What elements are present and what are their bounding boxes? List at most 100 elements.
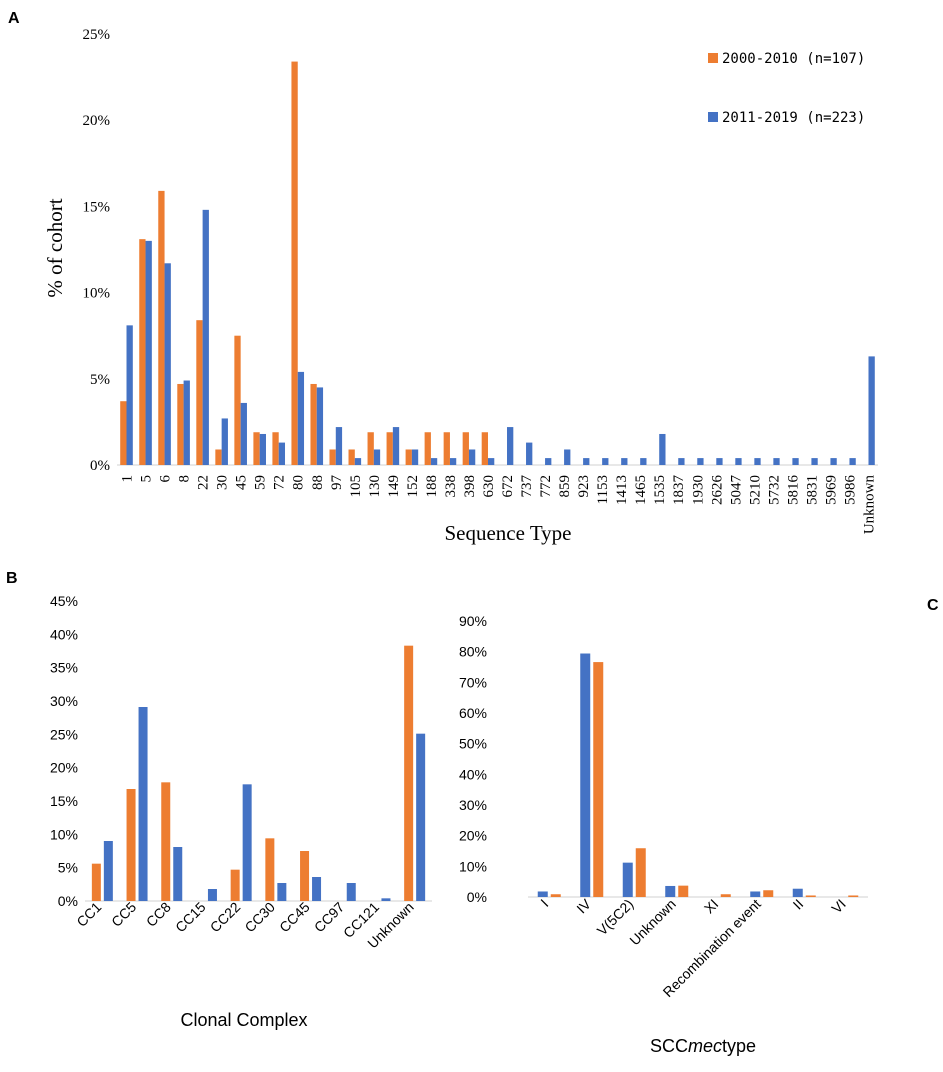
- chart-a-x-tick-1: 1: [120, 475, 136, 483]
- chart-a-y-tick-20: 20%: [83, 113, 111, 129]
- bar-b-cc22-2011-2019-n-223: [242, 784, 252, 901]
- bar-c-v-5c2-2000-2010-n-107: [635, 848, 646, 897]
- bar-b-cc1-2000-2010-n-107: [91, 863, 101, 901]
- chart-a-x-tick-1535: 1535: [652, 475, 668, 505]
- bar-a-2626-2011-2019-n-223: [716, 458, 723, 465]
- chart-b-x-axis-title: Clonal Complex: [180, 1010, 307, 1030]
- bar-a-8-2011-2019-n-223: [183, 380, 190, 465]
- chart-c-x-axis-title-prefix: SCC: [650, 1036, 688, 1056]
- bar-a-45-2000-2010-n-107: [234, 335, 241, 465]
- bar-a-105-2011-2019-n-223: [354, 458, 362, 465]
- chart-a-y-tick-15: 15%: [83, 199, 111, 215]
- chart-a-x-tick-6: 6: [158, 475, 174, 483]
- chart-c-x-axis-title-suffix: type: [722, 1036, 756, 1056]
- panel-label-a: A: [8, 10, 20, 27]
- chart-a-x-tick-97: 97: [329, 475, 345, 491]
- bar-a-5969-2011-2019-n-223: [830, 458, 837, 465]
- bar-c-recombination-event-2011-2019-n-223: [750, 891, 761, 897]
- bar-a-22-2000-2010-n-107: [196, 320, 203, 465]
- bar-a-5047-2011-2019-n-223: [735, 458, 742, 465]
- bar-c-iv-2011-2019-n-223: [580, 653, 591, 897]
- chart-c-y-tick-80: 80%: [459, 644, 487, 660]
- bar-a-59-2000-2010-n-107: [253, 432, 260, 465]
- chart-a-x-tick-59: 59: [253, 475, 269, 490]
- bar-a-8-2000-2010-n-107: [177, 383, 184, 465]
- bar-b-cc30-2000-2010-n-107: [265, 838, 275, 901]
- bar-a-59-2011-2019-n-223: [259, 433, 266, 465]
- bar-a-152-2011-2019-n-223: [411, 449, 419, 465]
- chart-a-x-tick-1413: 1413: [614, 475, 630, 505]
- bar-c-i-2011-2019-n-223: [537, 891, 548, 897]
- chart-a-x-tick-737: 737: [519, 475, 535, 498]
- bar-a-152-2000-2010-n-107: [405, 449, 412, 465]
- bar-a-105-2000-2010-n-107: [348, 449, 355, 465]
- bar-a-1535-2011-2019-n-223: [659, 433, 666, 465]
- bar-a-6-2000-2010-n-107: [158, 190, 165, 465]
- chart-a-x-tick-30: 30: [215, 475, 231, 490]
- legend-label-2011-2019: 2011-2019 (n=223): [722, 110, 865, 126]
- chart-a-x-tick-152: 152: [405, 475, 421, 498]
- chart-a-x-tick-149: 149: [386, 475, 402, 498]
- chart-c-y-tick-90: 90%: [459, 613, 487, 629]
- bar-c-ii-2011-2019-n-223: [792, 888, 803, 897]
- bar-b-unknown-2011-2019-n-223: [416, 733, 426, 901]
- bar-b-cc30-2011-2019-n-223: [277, 883, 287, 901]
- chart-b-y-tick-35: 35%: [50, 660, 78, 676]
- bar-c-recombination-event-2000-2010-n-107: [763, 890, 774, 897]
- chart-c-x-tick-vi: VI: [828, 896, 849, 917]
- chart-a-x-tick-72: 72: [272, 475, 288, 490]
- bar-a-1930-2011-2019-n-223: [697, 458, 704, 465]
- chart-a-x-tick-772: 772: [538, 475, 554, 498]
- chart-c-y-tick-10: 10%: [459, 858, 487, 874]
- bar-a-737-2011-2019-n-223: [526, 442, 533, 465]
- bar-a-88-2011-2019-n-223: [316, 387, 324, 465]
- bar-a-45-2011-2019-n-223: [240, 402, 247, 465]
- chart-c-y-tick-30: 30%: [459, 797, 487, 813]
- chart-a-x-tick-105: 105: [348, 475, 364, 498]
- bar-a-5210-2011-2019-n-223: [754, 458, 761, 465]
- bar-a-338-2000-2010-n-107: [443, 432, 450, 465]
- bar-a-72-2011-2019-n-223: [278, 442, 286, 465]
- bar-a-188-2011-2019-n-223: [430, 458, 438, 465]
- chart-a-x-tick-1930: 1930: [690, 475, 706, 505]
- bar-b-cc45-2011-2019-n-223: [312, 877, 322, 901]
- bar-a-30-2000-2010-n-107: [215, 449, 222, 465]
- bar-a-398-2000-2010-n-107: [462, 432, 469, 465]
- bar-a-1837-2011-2019-n-223: [678, 458, 685, 465]
- bar-a-1465-2011-2019-n-223: [640, 458, 647, 465]
- chart-b-y-tick-25: 25%: [50, 726, 78, 742]
- bar-a-630-2000-2010-n-107: [481, 432, 488, 465]
- bar-a-72-2000-2010-n-107: [272, 432, 279, 465]
- chart-b-y-tick-5: 5%: [58, 860, 78, 876]
- chart-a-y-axis-title: % of cohort: [43, 198, 67, 297]
- chart-a-x-tick-859: 859: [557, 475, 573, 498]
- chart-a-legend: 2000-2010 (n=107) 2011-2019 (n=223): [708, 51, 865, 126]
- bar-c-i-2000-2010-n-107: [550, 894, 561, 897]
- bar-b-cc97-2011-2019-n-223: [346, 883, 356, 901]
- chart-c-scc-mec-type: 0%10%20%30%40%50%60%70%80%90% I IV V(5C2)U…: [459, 613, 868, 1056]
- chart-a-x-tick-188: 188: [424, 475, 440, 498]
- chart-a-x-tick-630: 630: [481, 475, 497, 498]
- chart-c-y-tick-40: 40%: [459, 766, 487, 782]
- chart-a-x-tick-338: 338: [443, 475, 459, 498]
- chart-b-y-tick-30: 30%: [50, 693, 78, 709]
- chart-a-x-tick-88: 88: [310, 475, 326, 490]
- bar-a-149-2011-2019-n-223: [392, 427, 400, 465]
- bar-a-30-2011-2019-n-223: [221, 418, 228, 465]
- bar-b-cc5-2011-2019-n-223: [138, 707, 148, 901]
- bar-a-1413-2011-2019-n-223: [621, 458, 628, 465]
- bar-a-923-2011-2019-n-223: [583, 458, 590, 465]
- bar-a-1-2011-2019-n-223: [126, 325, 133, 465]
- chart-a-x-tick-5986: 5986: [843, 475, 859, 506]
- bar-a-6-2011-2019-n-223: [164, 263, 171, 465]
- bar-a-88-2000-2010-n-107: [310, 383, 317, 465]
- chart-a-y-tick-5: 5%: [90, 372, 110, 388]
- bar-c-iv-2000-2010-n-107: [593, 662, 604, 897]
- bar-a-630-2011-2019-n-223: [487, 458, 495, 465]
- chart-c-x-axis-title: SCCmectype: [650, 1036, 756, 1056]
- chart-a-x-tick-1837: 1837: [671, 475, 687, 506]
- chart-b-y-tick-45: 45%: [50, 593, 78, 609]
- chart-b-x-tick-cc45: CC45: [276, 899, 313, 936]
- chart-a-x-tick-45: 45: [234, 475, 250, 490]
- chart-a-x-tick-398: 398: [462, 475, 478, 498]
